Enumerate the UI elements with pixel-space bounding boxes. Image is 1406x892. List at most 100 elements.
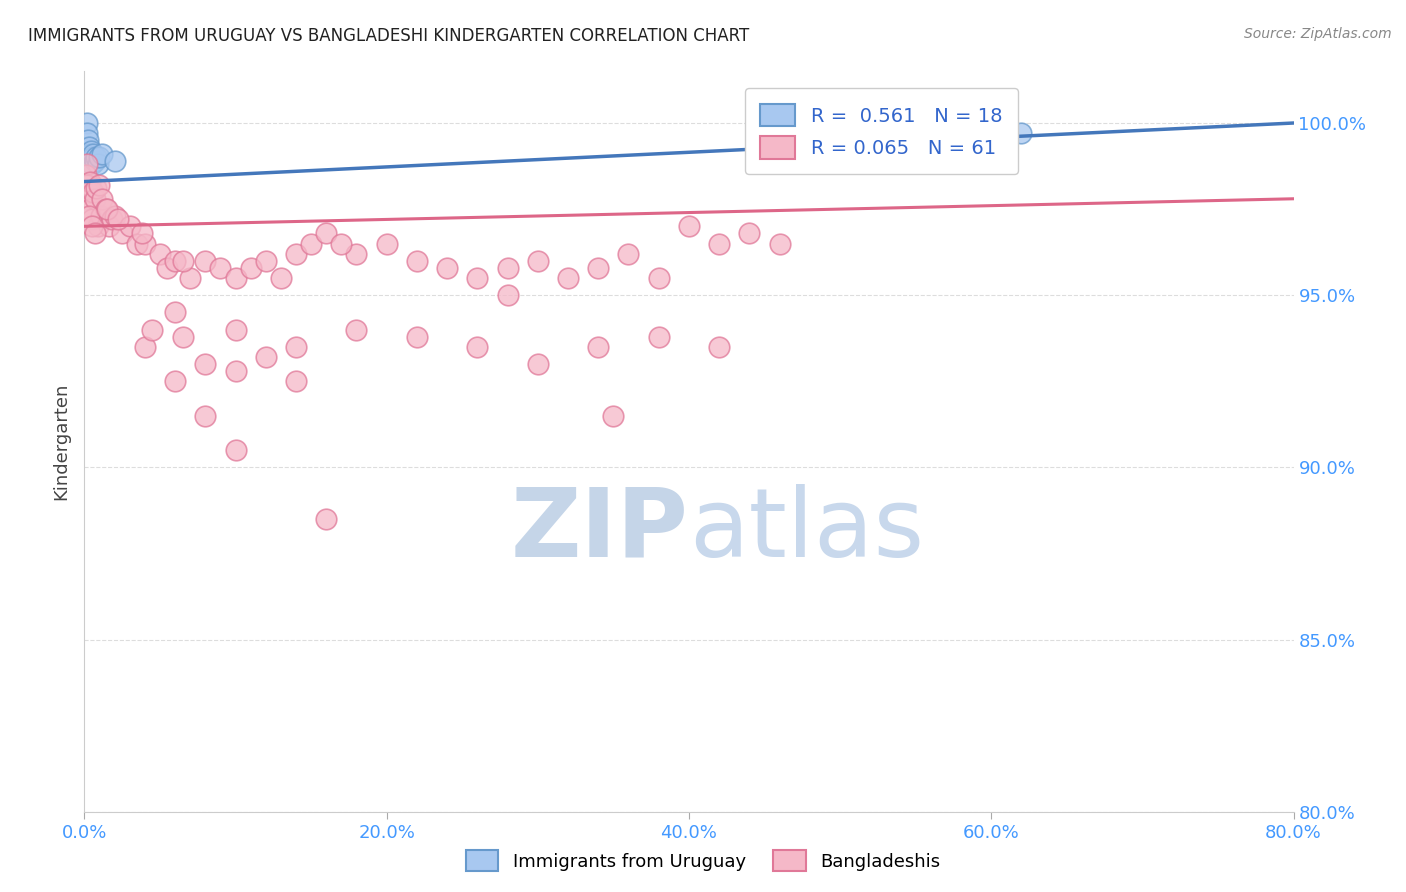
Point: [89, 151, 111, 165]
Point: [436, 260, 458, 275]
Point: [79, 175, 101, 189]
Y-axis label: Kindergarten: Kindergarten: [52, 383, 70, 500]
Point: [76, 178, 98, 192]
Point: [82, 185, 104, 199]
Point: [1011, 126, 1033, 140]
Point: [467, 271, 489, 285]
Point: [77, 140, 100, 154]
Point: [96, 202, 118, 216]
Point: [82, 151, 104, 165]
Point: [76, 126, 98, 140]
Point: [86, 151, 108, 165]
Point: [406, 329, 429, 343]
Point: [77, 209, 100, 223]
Point: [165, 253, 187, 268]
Point: [127, 236, 149, 251]
Point: [90, 209, 112, 223]
Point: [76, 157, 98, 171]
Point: [194, 357, 217, 371]
Point: [100, 212, 122, 227]
Point: [194, 409, 217, 423]
Legend: Immigrants from Uruguay, Bangladeshis: Immigrants from Uruguay, Bangladeshis: [458, 843, 948, 879]
Point: [104, 153, 127, 168]
Point: [79, 151, 101, 165]
Point: [86, 181, 108, 195]
Point: [149, 247, 172, 261]
Text: ZIP: ZIP: [510, 483, 689, 577]
Point: [830, 123, 852, 137]
Text: Source: ZipAtlas.com: Source: ZipAtlas.com: [1244, 27, 1392, 41]
Point: [94, 202, 117, 216]
Point: [131, 226, 153, 240]
Point: [588, 340, 610, 354]
Point: [79, 147, 101, 161]
Point: [111, 226, 134, 240]
Point: [97, 219, 120, 234]
Point: [496, 288, 519, 302]
Point: [80, 212, 103, 227]
Point: [80, 219, 103, 234]
Point: [79, 202, 101, 216]
Point: [315, 512, 337, 526]
Point: [172, 253, 194, 268]
Point: [165, 305, 187, 319]
Point: [346, 323, 368, 337]
Point: [527, 357, 550, 371]
Point: [141, 323, 163, 337]
Point: [588, 260, 610, 275]
Point: [77, 192, 100, 206]
Text: atlas: atlas: [689, 483, 924, 577]
Point: [239, 260, 262, 275]
Point: [709, 236, 731, 251]
Point: [156, 260, 179, 275]
Point: [254, 253, 277, 268]
Point: [80, 144, 103, 158]
Point: [84, 192, 107, 206]
Point: [496, 260, 519, 275]
Point: [84, 226, 107, 240]
Point: [285, 374, 308, 388]
Point: [709, 340, 731, 354]
Point: [270, 271, 292, 285]
Point: [134, 236, 156, 251]
Point: [315, 226, 337, 240]
Legend: R =  0.561   N = 18, R = 0.065   N = 61: R = 0.561 N = 18, R = 0.065 N = 61: [745, 88, 1018, 174]
Point: [82, 147, 104, 161]
Text: IMMIGRANTS FROM URUGUAY VS BANGLADESHI KINDERGARTEN CORRELATION CHART: IMMIGRANTS FROM URUGUAY VS BANGLADESHI K…: [28, 27, 749, 45]
Point: [299, 236, 322, 251]
Point: [89, 178, 111, 192]
Point: [179, 271, 201, 285]
Point: [375, 236, 398, 251]
Point: [406, 253, 429, 268]
Point: [77, 185, 100, 199]
Point: [165, 374, 187, 388]
Point: [602, 409, 624, 423]
Point: [769, 236, 792, 251]
Point: [285, 340, 308, 354]
Point: [225, 271, 247, 285]
Point: [118, 219, 141, 234]
Point: [225, 364, 247, 378]
Point: [80, 157, 103, 171]
Point: [107, 212, 129, 227]
Point: [75, 168, 97, 182]
Point: [467, 340, 489, 354]
Point: [225, 323, 247, 337]
Point: [76, 116, 98, 130]
Point: [172, 329, 194, 343]
Point: [346, 247, 368, 261]
Point: [194, 253, 217, 268]
Point: [91, 192, 114, 206]
Point: [254, 350, 277, 364]
Point: [225, 443, 247, 458]
Point: [77, 133, 100, 147]
Point: [617, 247, 640, 261]
Point: [557, 271, 579, 285]
Point: [648, 329, 671, 343]
Point: [648, 271, 671, 285]
Point: [678, 219, 700, 234]
Point: [87, 157, 110, 171]
Point: [330, 236, 353, 251]
Point: [134, 340, 156, 354]
Point: [527, 253, 550, 268]
